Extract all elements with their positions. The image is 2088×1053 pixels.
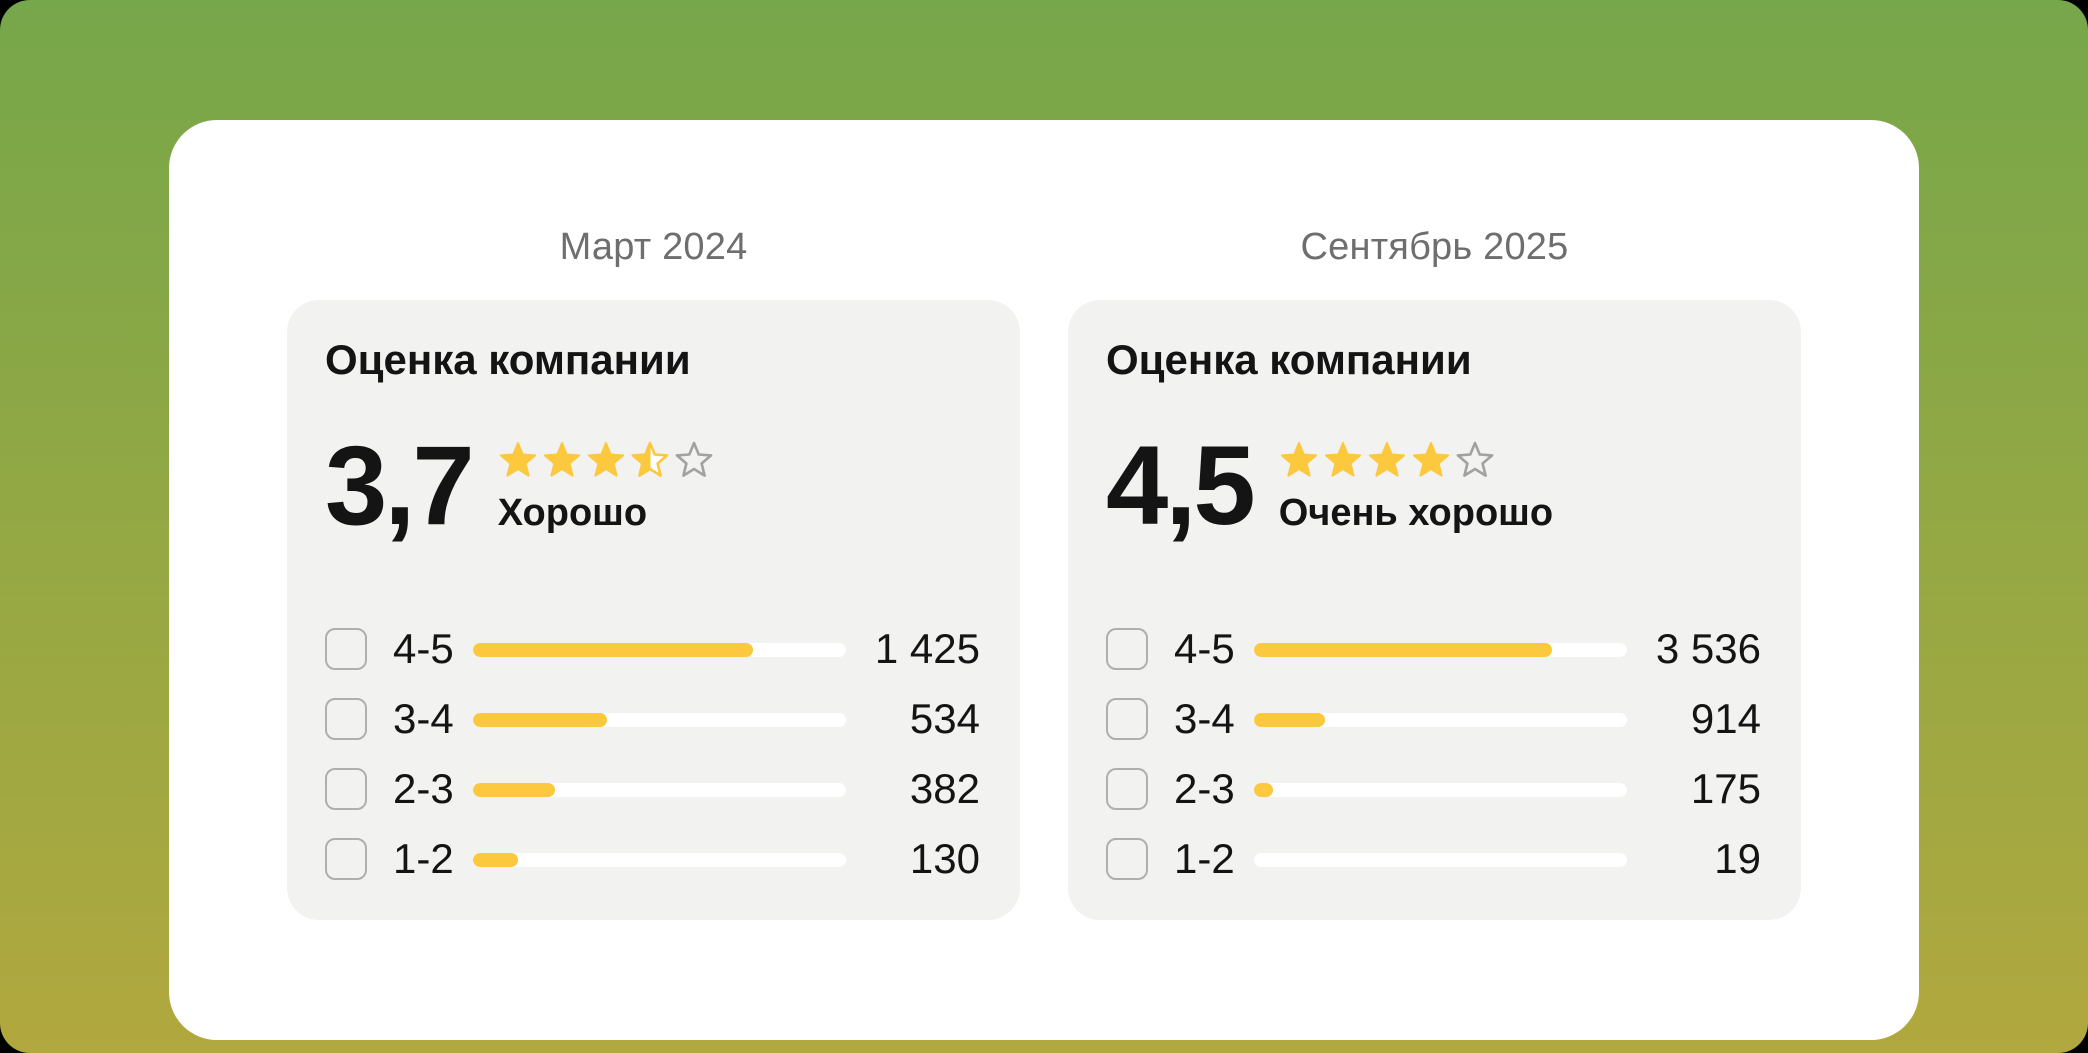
star-half-icon	[630, 440, 670, 480]
star-full-icon	[498, 440, 538, 480]
rating-count: 130	[909, 835, 980, 882]
rating-filter-checkbox[interactable]	[1106, 768, 1148, 810]
period-headers-row: Март 2024 Сентябрь 2025	[287, 226, 1801, 268]
rating-bar-track	[473, 643, 846, 657]
rating-range-label: 3-4	[393, 695, 454, 742]
star-empty-icon	[674, 440, 714, 480]
rating-range-row: 4-5 3 536	[1106, 628, 1761, 670]
rating-stars-and-caption: Хорошо	[498, 440, 714, 532]
rating-range-label: 4-5	[1174, 625, 1235, 672]
rating-bar-fill	[1254, 783, 1273, 797]
rating-count: 1 425	[874, 625, 980, 672]
rating-bar-fill	[1254, 643, 1553, 657]
rating-range-label: 1-2	[1174, 835, 1235, 882]
rating-stars-and-caption: Очень хорошо	[1279, 440, 1553, 532]
star-full-icon	[1367, 440, 1407, 480]
rating-bar-track	[1254, 853, 1627, 867]
rating-bar-track	[473, 713, 846, 727]
rating-card-march-2024: Оценка компании 3,7 Хорошо 4-5 1 425	[287, 300, 1020, 920]
rating-count: 19	[1714, 835, 1761, 882]
rating-range-row: 4-5 1 425	[325, 628, 980, 670]
cards-row: Оценка компании 3,7 Хорошо 4-5 1 425	[287, 300, 1801, 920]
rating-range-row: 3-4 914	[1106, 698, 1761, 740]
star-rating	[498, 440, 714, 480]
rating-count: 175	[1690, 765, 1761, 812]
rating-bar-fill	[1254, 713, 1325, 727]
card-title: Оценка компании	[1106, 336, 1472, 383]
star-full-icon	[542, 440, 582, 480]
rating-score: 3,7	[325, 423, 475, 548]
rating-range-label: 3-4	[1174, 695, 1235, 742]
comparison-panel: Март 2024 Сентябрь 2025 Оценка компании …	[169, 120, 1919, 1040]
rating-bar-track	[473, 783, 846, 797]
star-full-icon	[1323, 440, 1363, 480]
rating-range-label: 2-3	[1174, 765, 1235, 812]
rating-bar-track	[1254, 643, 1627, 657]
rating-filter-checkbox[interactable]	[1106, 698, 1148, 740]
rating-count: 382	[909, 765, 980, 812]
rating-filter-checkbox[interactable]	[325, 628, 367, 670]
rating-score: 4,5	[1106, 423, 1256, 548]
rating-filter-checkbox[interactable]	[325, 698, 367, 740]
rating-bar-fill	[473, 853, 518, 867]
rating-filter-checkbox[interactable]	[325, 838, 367, 880]
rating-filter-checkbox[interactable]	[1106, 838, 1148, 880]
star-rating	[1279, 440, 1553, 480]
rating-range-label: 1-2	[393, 835, 454, 882]
rating-distribution: 4-5 1 425 3-4 534 2-3 382	[325, 628, 980, 880]
card-title: Оценка компании	[325, 336, 691, 383]
rating-summary: 4,5 Очень хорошо	[1106, 423, 1761, 548]
period-header-september-2025: Сентябрь 2025	[1300, 226, 1569, 268]
star-full-icon	[586, 440, 626, 480]
rating-range-row: 3-4 534	[325, 698, 980, 740]
rating-bar-track	[473, 853, 846, 867]
rating-bar-fill	[473, 713, 608, 727]
rating-filter-checkbox[interactable]	[325, 768, 367, 810]
rating-range-row: 2-3 382	[325, 768, 980, 810]
rating-range-label: 4-5	[393, 625, 454, 672]
rating-range-label: 2-3	[393, 765, 454, 812]
rating-summary: 3,7 Хорошо	[325, 423, 980, 548]
star-full-icon	[1279, 440, 1319, 480]
star-full-icon	[1411, 440, 1451, 480]
rating-bar-fill	[473, 783, 556, 797]
rating-bar-track	[1254, 783, 1627, 797]
rating-filter-checkbox[interactable]	[1106, 628, 1148, 670]
rating-count: 534	[909, 695, 980, 742]
rating-bar-fill	[473, 643, 753, 657]
rating-range-row: 2-3 175	[1106, 768, 1761, 810]
rating-range-row: 1-2 130	[325, 838, 980, 880]
rating-count: 914	[1690, 695, 1761, 742]
period-header-march-2024: Март 2024	[559, 226, 748, 268]
star-empty-icon	[1455, 440, 1495, 480]
rating-range-row: 1-2 19	[1106, 838, 1761, 880]
rating-distribution: 4-5 3 536 3-4 914 2-3 175	[1106, 628, 1761, 880]
rating-bar-track	[1254, 713, 1627, 727]
rating-card-september-2025: Оценка компании 4,5 Очень хорошо 4-5 3 5…	[1068, 300, 1801, 920]
rating-caption: Очень хорошо	[1278, 492, 1554, 534]
rating-caption: Хорошо	[497, 492, 648, 534]
rating-count: 3 536	[1655, 625, 1761, 672]
